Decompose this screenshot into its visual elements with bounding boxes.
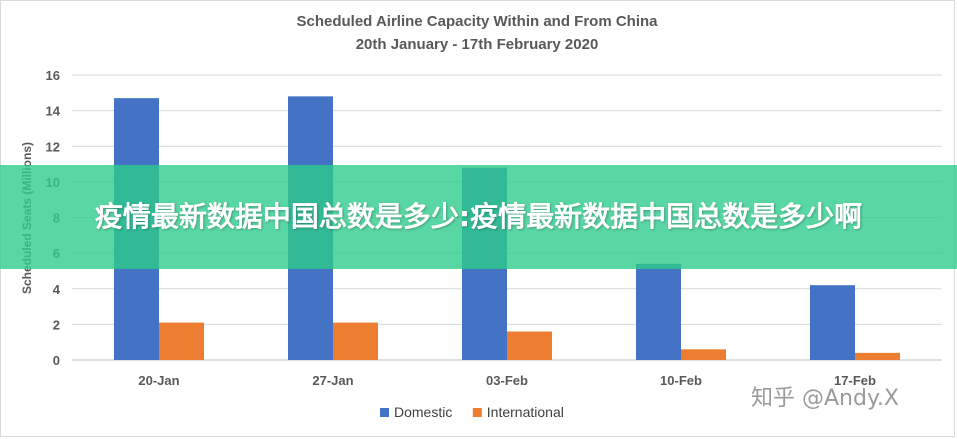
chart-title: Scheduled Airline Capacity Within and Fr… [296,13,658,30]
x-tick-label: 03-Feb [486,373,528,388]
watermark: 知乎 @Andy.X [751,386,899,411]
y-tick-label: 16 [46,68,60,83]
legend: Domestic International [380,404,564,420]
x-tick-label: 27-Jan [312,373,353,388]
y-tick-label: 0 [53,353,60,368]
x-tick-label: 20-Jan [138,373,179,388]
bar-international-03-feb [507,331,552,360]
y-tick-label: 2 [53,317,60,332]
bar-domestic-17-feb [810,285,855,360]
banner-text: 疫情最新数据中国总数是多少:疫情最新数据中国总数是多少啊 [94,200,863,233]
legend-swatch [380,408,389,417]
legend-label: International [487,404,564,420]
y-tick-label: 14 [46,104,61,119]
legend-swatch [472,408,482,417]
x-axis-ticks: 20-Jan 27-Jan 03-Feb 10-Feb 17-Feb [138,373,876,388]
y-tick-label: 4 [53,282,61,297]
bar-international-20-jan [159,322,204,360]
x-tick-label: 17-Feb [834,373,876,388]
legend-label: Domestic [394,404,452,420]
title-banner: 疫情最新数据中国总数是多少:疫情最新数据中国总数是多少啊 [0,165,957,269]
bar-international-10-feb [681,349,726,360]
chart-subtitle: 20th January - 17th February 2020 [356,36,599,53]
bar-international-27-jan [333,322,378,360]
x-tick-label: 10-Feb [660,373,702,388]
y-tick-label: 12 [46,139,60,154]
bar-domestic-10-feb [636,263,681,360]
bar-international-17-feb [855,352,900,360]
